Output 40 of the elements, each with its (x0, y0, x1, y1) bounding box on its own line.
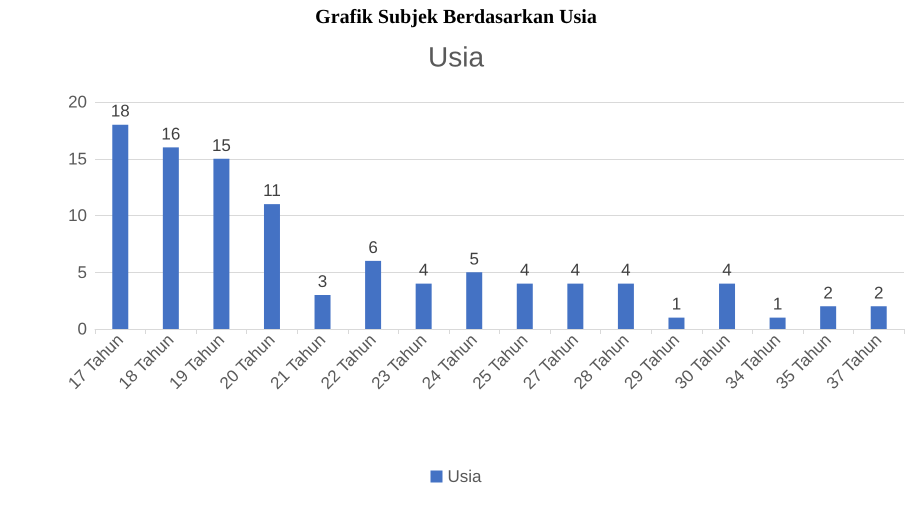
bar (820, 306, 836, 329)
data-label: 15 (212, 136, 231, 155)
data-label: 4 (621, 260, 631, 280)
data-label: 5 (469, 249, 479, 268)
data-label: 1 (772, 294, 782, 314)
y-tick-label: 20 (68, 92, 87, 112)
bar (365, 260, 382, 329)
bar (516, 284, 533, 329)
bar (314, 294, 331, 329)
bar (162, 147, 179, 329)
bar (870, 306, 887, 329)
bar (719, 284, 736, 329)
bar (567, 284, 584, 329)
data-label: 1 (672, 294, 682, 314)
bar (112, 124, 128, 329)
data-label: 16 (161, 124, 180, 144)
data-label: 11 (263, 181, 281, 200)
bar (466, 272, 482, 329)
chart-title: Grafik Subjek Berdasarkan Usia (315, 6, 597, 28)
bar (416, 284, 432, 329)
data-label: 4 (418, 260, 428, 280)
data-label: 2 (823, 283, 833, 302)
y-tick-label: 0 (78, 320, 87, 338)
chart-subtitle: Usia (428, 42, 484, 72)
y-tick-label: 5 (78, 262, 87, 282)
data-label: 4 (722, 260, 732, 280)
legend-label: Usia (447, 467, 482, 486)
data-label: 6 (368, 238, 378, 257)
y-tick-label: 10 (68, 206, 87, 225)
data-label: 4 (520, 260, 530, 280)
bar (264, 204, 280, 329)
bar (770, 318, 786, 329)
data-label: 3 (318, 272, 328, 291)
data-label: 18 (110, 102, 130, 121)
data-label: 4 (570, 260, 580, 280)
bar (213, 158, 230, 329)
y-tick-label: 15 (68, 149, 87, 168)
data-label: 2 (874, 283, 884, 302)
bar (618, 284, 634, 329)
bar (668, 318, 684, 329)
